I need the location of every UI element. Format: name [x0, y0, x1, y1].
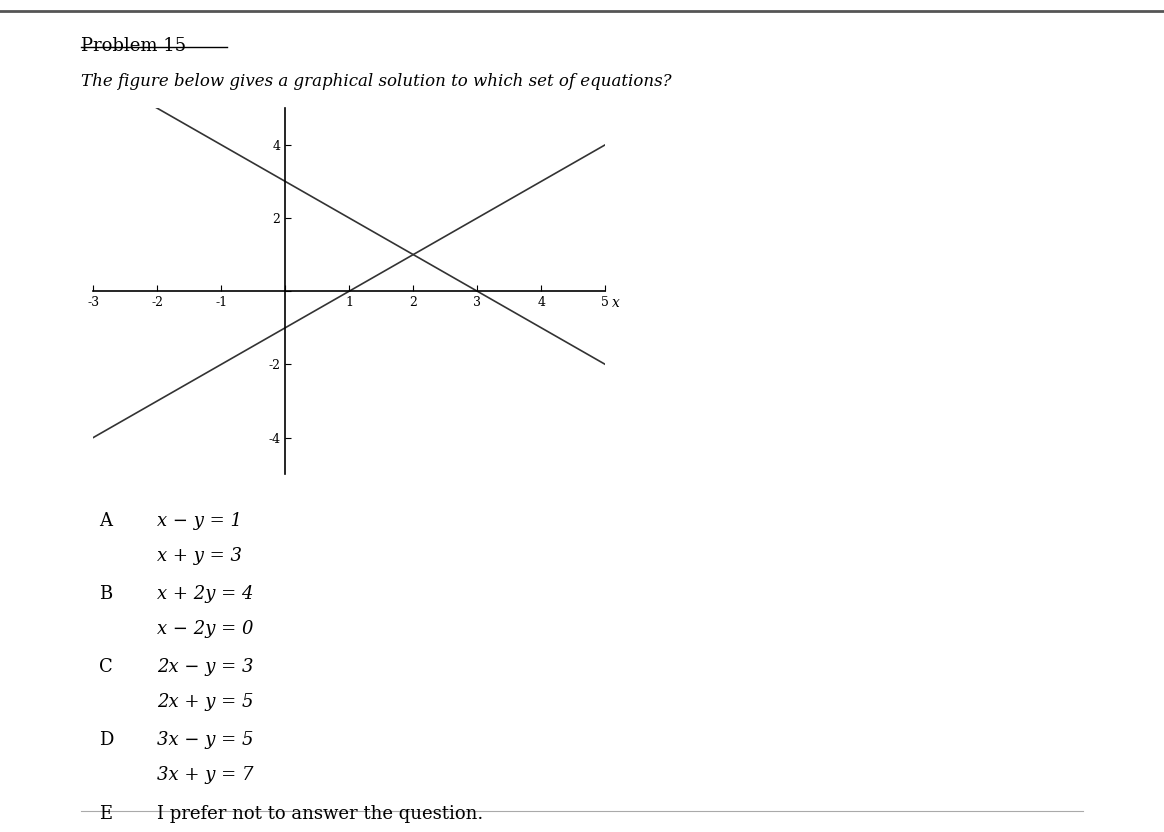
Text: 3x + y = 7: 3x + y = 7 — [157, 766, 254, 785]
Text: x: x — [612, 296, 619, 310]
Text: I prefer not to answer the question.: I prefer not to answer the question. — [157, 805, 483, 823]
Text: D: D — [99, 731, 113, 750]
Text: x + y = 3: x + y = 3 — [157, 547, 242, 565]
Text: B: B — [99, 585, 112, 603]
Text: A: A — [99, 512, 112, 530]
Text: 3x − y = 5: 3x − y = 5 — [157, 731, 254, 750]
Text: The figure below gives a graphical solution to which set of equations?: The figure below gives a graphical solut… — [81, 73, 672, 90]
Text: x + 2y = 4: x + 2y = 4 — [157, 585, 254, 603]
Text: 2x + y = 5: 2x + y = 5 — [157, 693, 254, 711]
Text: C: C — [99, 658, 113, 676]
Text: 2x − y = 3: 2x − y = 3 — [157, 658, 254, 676]
Text: E: E — [99, 805, 112, 823]
Text: x − 2y = 0: x − 2y = 0 — [157, 620, 254, 638]
Text: Problem 15: Problem 15 — [81, 37, 186, 56]
Text: x − y = 1: x − y = 1 — [157, 512, 242, 530]
